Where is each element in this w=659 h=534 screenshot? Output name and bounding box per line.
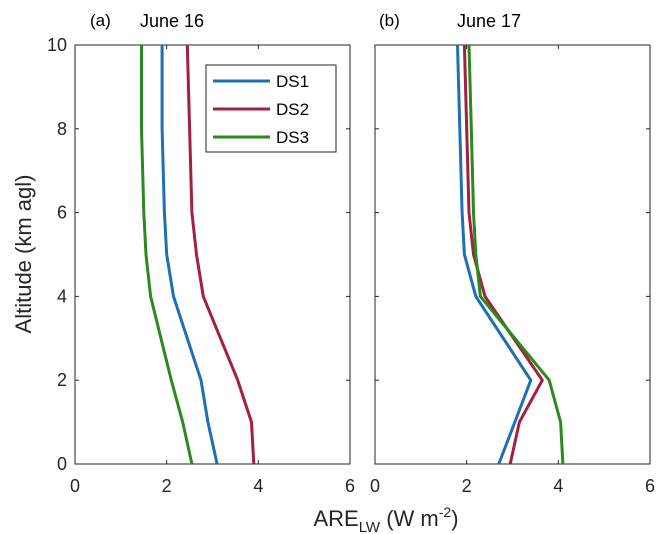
- y-tick-label: 8: [57, 119, 67, 139]
- legend-ds3-label: DS3: [276, 128, 309, 147]
- y-tick-label: 4: [57, 286, 67, 306]
- legend-ds1-label: DS1: [276, 72, 309, 91]
- y-tick-label: 2: [57, 370, 67, 390]
- y-tick-label: 6: [57, 203, 67, 223]
- panel-b-x-ticks: 0 2 4 6: [370, 45, 655, 496]
- panel-a-title: June 16: [140, 11, 204, 31]
- series-line-ds3: [467, 44, 565, 465]
- legend-ds2-label: DS2: [276, 100, 309, 119]
- x-tick-label: 0: [70, 476, 80, 496]
- y-tick-label: 10: [47, 35, 67, 55]
- panel-a-y-ticks: 0 2 4 6 8 10: [47, 35, 350, 474]
- x-tick-label: 2: [162, 476, 172, 496]
- panel-b-lines: [456, 44, 565, 465]
- x-axis-label-units: (W m: [380, 506, 439, 531]
- panel-b: 0 2 4 6 (b) June 17: [370, 11, 655, 496]
- panel-a-frame: [74, 44, 351, 465]
- panel-b-label: (b): [379, 11, 400, 30]
- x-tick-label: 4: [253, 476, 263, 496]
- series-line-ds3: [140, 45, 194, 465]
- y-axis-label: Altitude (km agl): [11, 175, 36, 334]
- panel-b-y-ticks: [375, 44, 650, 465]
- x-tick-label: 0: [370, 476, 380, 496]
- legend: DS1 DS2 DS3: [205, 64, 337, 153]
- panel-a-x-ticks: 0 2 4 6: [70, 45, 355, 496]
- x-axis-label-subscript: LW: [359, 519, 381, 534]
- x-axis-label-superscript: -2: [439, 504, 452, 520]
- x-tick-label: 6: [645, 476, 655, 496]
- series-line-ds1: [160, 45, 219, 465]
- series-line-ds1: [456, 44, 533, 465]
- series-line-ds2: [185, 44, 256, 465]
- panel-a-lines: [140, 44, 256, 465]
- panel-b-title: June 17: [457, 11, 521, 31]
- panel-a-label: (a): [90, 11, 111, 30]
- y-tick-label: 0: [57, 454, 67, 474]
- panel-a: 0 2 4 6 8 10 0 2 4 6 (a) June 16 DS1 DS2 DS3: [47, 11, 355, 496]
- x-tick-label: 2: [462, 476, 472, 496]
- x-axis-label-main: ARE: [313, 506, 358, 531]
- panel-b-frame: [374, 44, 651, 465]
- x-tick-label: 4: [553, 476, 563, 496]
- x-axis-label: ARELW (W m-2): [313, 504, 458, 534]
- x-tick-label: 6: [345, 476, 355, 496]
- x-axis-label-close: ): [451, 506, 458, 531]
